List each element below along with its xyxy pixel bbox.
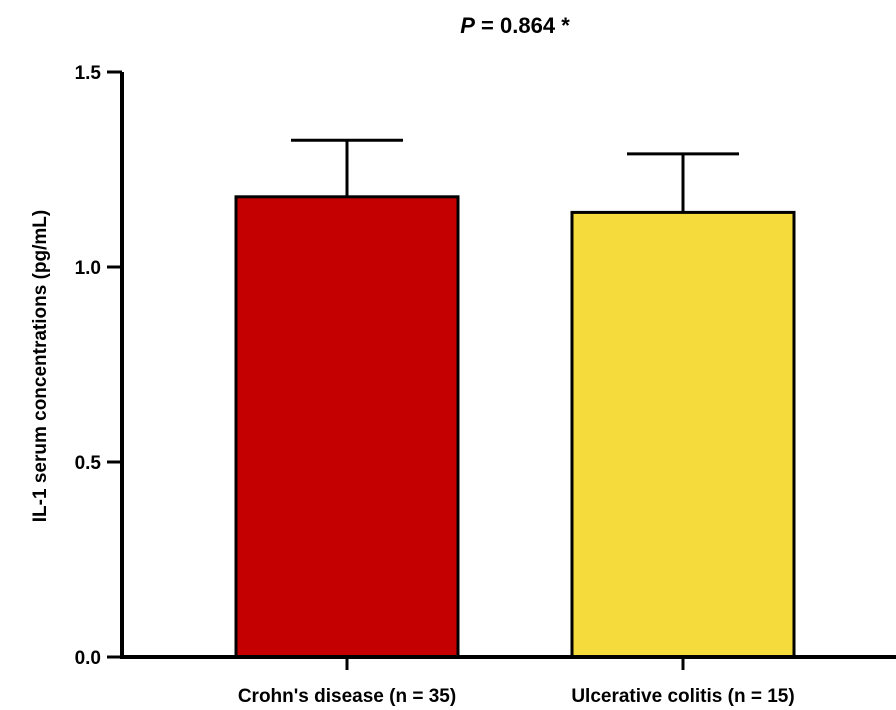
y-axis-label: IL-1 serum concentrations (pg/mL) — [30, 210, 51, 522]
title-suffix: * — [561, 13, 570, 38]
bar-0 — [234, 195, 460, 659]
error-bars-group — [291, 138, 739, 213]
title-value: = 0.864 — [481, 13, 556, 38]
y-tick-label-1: 0.5 — [75, 453, 102, 474]
chart-title: P = 0.864 * — [460, 13, 570, 38]
y-tick-label-3: 1.5 — [75, 63, 102, 84]
y-tick-label-2: 1.0 — [75, 258, 101, 279]
y-ticks-group: 0.0 0.5 1.0 1.5 — [75, 63, 122, 669]
bars-group — [234, 195, 796, 659]
x-tick-label-1: Ulcerative colitis (n = 15) — [571, 686, 794, 707]
x-ticks-group: Crohn's disease (n = 35) Ulcerative colit… — [238, 657, 795, 707]
y-tick-label-0: 0.0 — [75, 648, 101, 669]
x-tick-label-0: Crohn's disease (n = 35) — [238, 686, 456, 707]
bar-1 — [570, 210, 796, 659]
title-p: P — [460, 13, 475, 38]
